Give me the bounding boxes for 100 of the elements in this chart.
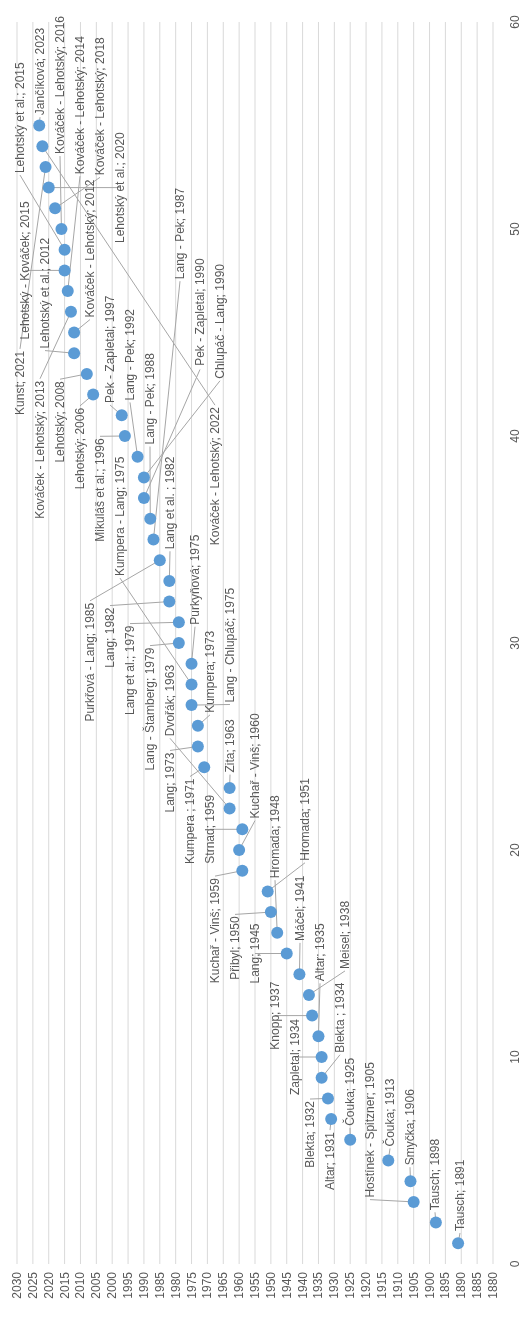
- annotation: Zapletal; 1934: [288, 1018, 302, 1096]
- point: [68, 347, 81, 360]
- point: [452, 1237, 465, 1250]
- annotation: Meisel; 1938: [338, 900, 352, 969]
- annotation: Lang et al.; 1979: [123, 625, 137, 716]
- annotation: Lehotský - Kováček; 2015: [18, 201, 32, 340]
- annotation: Pek - Zapletal; 1997: [103, 295, 117, 403]
- point: [33, 119, 46, 132]
- annotation: Mikuláš et al.; 1996: [93, 437, 107, 542]
- annotation: Čouka; 1925: [342, 1057, 357, 1126]
- point: [39, 160, 52, 173]
- point: [185, 657, 198, 670]
- point: [163, 595, 176, 608]
- annotation: Lehotský et al.; 2015: [13, 62, 27, 174]
- point: [264, 906, 277, 919]
- annotation: Kováček - Lehotský; 2012: [83, 179, 97, 318]
- annotation: Máčel; 1941: [293, 875, 307, 941]
- annotation: Tausch; 1891: [453, 1159, 467, 1231]
- point: [293, 968, 306, 981]
- x-tick-label: 2015: [57, 1271, 72, 1299]
- annotation: Lehotský et al.; 2020: [113, 131, 127, 243]
- point: [191, 719, 204, 732]
- point: [144, 512, 157, 525]
- point: [61, 285, 74, 298]
- annotation: Kováček - Lehotský; 2014: [73, 35, 87, 175]
- annotation: Chlupáč - Lang; 1990: [213, 263, 227, 379]
- point: [223, 802, 236, 815]
- annotation: Lang; 1973: [163, 752, 177, 813]
- point: [198, 761, 211, 774]
- annotation: Kunst; 2021: [13, 350, 27, 415]
- point: [172, 637, 185, 649]
- annotation: Kuchař - Vinš; 1959: [208, 877, 222, 984]
- point: [118, 430, 131, 442]
- point: [382, 1154, 395, 1167]
- annotation: Knopp; 1937: [268, 981, 282, 1050]
- annotation: Lang - Pek; 1988: [143, 352, 157, 445]
- point: [321, 1092, 334, 1105]
- annotation: Kumpera - Lang; 1975: [113, 456, 127, 577]
- point: [87, 388, 100, 401]
- point: [68, 326, 81, 339]
- annotation: Lang - Chlupáč; 1975: [223, 587, 237, 703]
- x-tick-label: 1960: [232, 1271, 247, 1299]
- annotation: Lang - Pek; 1987: [173, 187, 187, 280]
- x-tick-label: 1920: [359, 1271, 374, 1299]
- point: [185, 678, 198, 691]
- x-tick-label: 1995: [121, 1271, 136, 1299]
- annotation: Lang; 1945: [248, 923, 262, 984]
- annotation: Hromada; 1951: [298, 777, 312, 861]
- annotation: Lehotský; 2006: [73, 407, 87, 490]
- point: [315, 1071, 328, 1084]
- point: [223, 781, 236, 794]
- x-tick-label: 1880: [486, 1271, 500, 1299]
- point: [271, 926, 284, 939]
- point: [64, 305, 77, 318]
- point: [137, 471, 150, 484]
- point: [58, 243, 71, 256]
- y-tick-label: 0: [508, 1260, 522, 1268]
- x-tick-label: 1915: [374, 1271, 389, 1299]
- point: [131, 450, 144, 463]
- annotation: Kováček - Lehotský; 2018: [93, 36, 107, 176]
- x-tick-label: 2010: [73, 1271, 88, 1299]
- annotation: Hostínek - Spitzner; 1905: [363, 1061, 377, 1198]
- x-tick-label: 1895: [438, 1271, 453, 1299]
- point: [163, 574, 176, 587]
- annotation: Altar; 1931: [323, 1131, 337, 1191]
- x-tick-label: 1930: [327, 1271, 342, 1299]
- x-tick-label: 2020: [41, 1271, 56, 1299]
- annotation: Lang - Pek; 1992: [123, 308, 137, 401]
- x-tick-label: 1890: [454, 1271, 469, 1299]
- x-tick-label: 1970: [200, 1271, 215, 1299]
- annotation: Purkyňová; 1975: [188, 534, 202, 625]
- annotation: Hromada; 1948: [268, 795, 282, 879]
- annotation: Blekta ; 1934: [333, 982, 347, 1053]
- annotation: Pek - Zapletal; 1990: [193, 258, 207, 366]
- point: [312, 1030, 325, 1043]
- annotation: Tausch; 1898: [428, 1138, 442, 1211]
- x-tick-label: 1910: [390, 1271, 405, 1299]
- annotation: Lang - Štamberg; 1979: [142, 647, 157, 771]
- annotation: Kumpera; 1973: [203, 630, 217, 713]
- x-tick-label: 1990: [136, 1271, 151, 1299]
- x-tick-label: 1965: [216, 1271, 231, 1299]
- annotation: Smyčka; 1906: [403, 1088, 417, 1166]
- y-tick-label: 60: [508, 15, 522, 29]
- annotation: Lang; 1982: [103, 607, 117, 668]
- point: [80, 367, 93, 380]
- x-tick-label: 1980: [168, 1271, 183, 1299]
- x-tick-label: 1935: [311, 1271, 326, 1299]
- x-tick-label: 1945: [279, 1271, 294, 1299]
- annotation: Zita; 1963: [223, 718, 237, 773]
- point: [407, 1195, 420, 1208]
- y-tick-label: 40: [508, 429, 522, 443]
- y-tick-label: 10: [508, 1050, 522, 1064]
- annotation: Kováček - Lehotský; 2013: [33, 380, 47, 519]
- point: [325, 1113, 338, 1126]
- point: [236, 823, 249, 836]
- x-tick-label: 2005: [89, 1271, 104, 1299]
- x-tick-label: 2000: [105, 1271, 120, 1299]
- y-tick-label: 20: [508, 843, 522, 857]
- point: [429, 1216, 442, 1229]
- annotation: Kováček - Lehotský; 2016: [53, 15, 67, 155]
